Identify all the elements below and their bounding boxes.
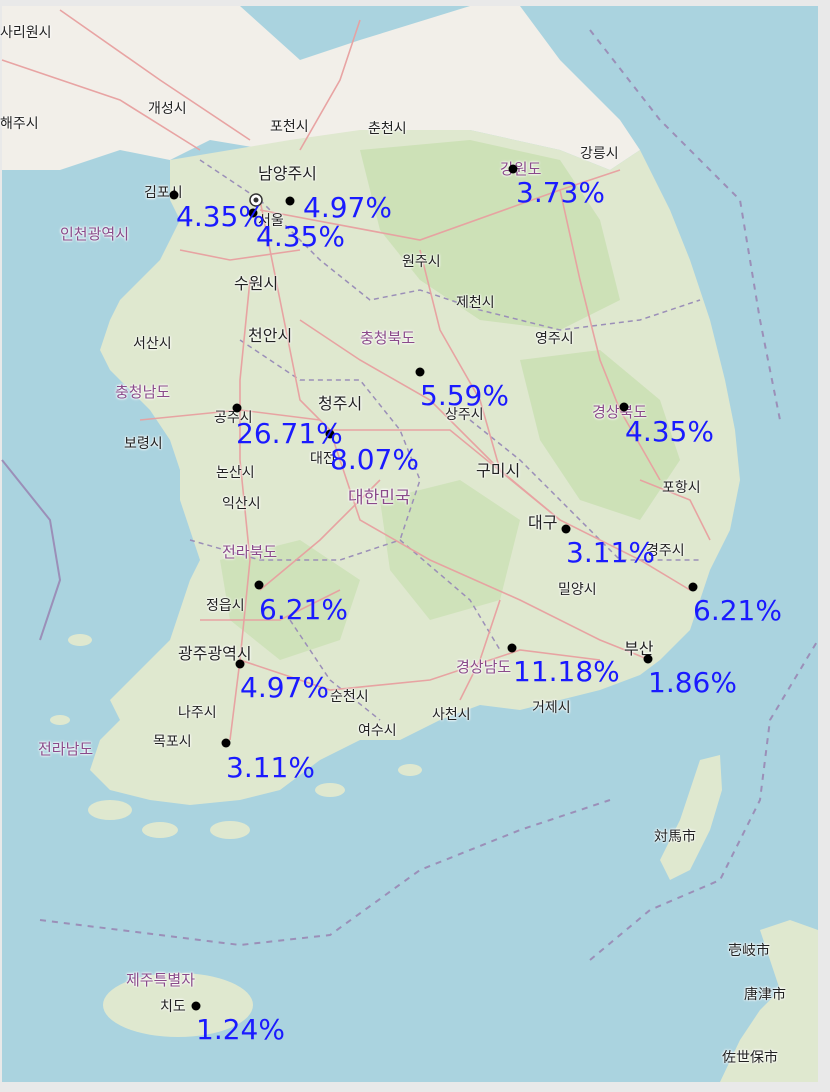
marker-dot[interactable] [688,582,698,592]
marker-dot[interactable] [619,402,629,412]
place-label-boryeong: 보령시 [124,436,163,452]
place-label-pohang: 포항시 [662,480,701,496]
place-label-chuncheon: 춘천시 [368,121,407,137]
place-label-namyangju: 남양주시 [258,164,317,183]
marker-dot[interactable] [285,196,295,206]
place-label-sariwon: 사리원시 [0,25,52,41]
place-label-sacheon: 사천시 [432,707,471,723]
place-label-geoje: 거제시 [532,700,571,716]
place-label-iki: 壱岐市 [728,943,770,959]
percent-label-gongju: 26.71% [236,417,343,450]
place-label-jeongeup: 정읍시 [206,598,245,614]
place-label-seosan: 서산시 [133,336,172,352]
place-label-suncheon: 순천시 [330,689,369,705]
place-label-yeongju: 영주시 [535,331,574,347]
place-label-miryang: 밀양시 [558,582,597,598]
place-label-pocheon: 포천시 [270,119,309,135]
place-label-sasebo: 佐世保市 [722,1050,778,1066]
place-label-seoul: 서울 [258,213,284,229]
percent-label-ulsan: 6.21% [693,594,782,627]
jeju-island [103,973,253,1037]
percent-label-daejeon: 8.07% [330,443,419,476]
marker-dot[interactable] [643,654,653,664]
place-label-gongju: 공주시 [214,410,253,426]
place-label-nonsan: 논산시 [216,465,255,481]
place-label-jecheon: 제천시 [456,295,495,311]
percent-label-gyeongnam: 11.18% [513,655,620,688]
place-label-jeju-line2: 치도 [160,999,186,1015]
percent-label-chungbuk: 5.59% [420,379,509,412]
place-label-daegu: 대구 [528,513,558,532]
place-label-jeju-line1: 제주특별자 [126,971,196,989]
percent-label-daegu: 3.11% [566,536,655,569]
place-label-incheon: 인천광역시 [60,225,130,243]
place-label-cheongju: 청주시 [318,394,363,413]
place-label-chungbuk: 충청북도 [360,329,416,347]
place-label-naju: 나주시 [178,705,217,721]
place-label-gyeongbuk: 경상북도 [592,403,648,421]
place-label-haeju: 해주시 [0,116,39,132]
north-land [2,6,640,170]
place-label-gyeongju: 경주시 [646,543,685,559]
marker-dot[interactable] [415,367,425,377]
marker-dot[interactable] [235,659,245,669]
place-label-sangju: 상주시 [445,407,484,423]
percent-label-gyeongbuk: 4.35% [625,415,714,448]
place-label-karatsu: 唐津市 [744,987,786,1003]
place-label-kaesong: 개성시 [148,101,187,117]
place-label-korea: 대한민국 [348,488,411,508]
place-label-gangneung: 강릉시 [580,146,619,162]
place-label-gwangju: 광주광역시 [178,644,252,663]
percent-label-gwangju: 4.97% [240,671,329,704]
marker-dot[interactable] [191,1001,201,1011]
marker-dot[interactable] [248,208,258,218]
place-label-busan: 부산 [624,639,654,658]
marker-dot[interactable] [507,643,517,653]
percent-label-seoul: 4.35% [256,220,345,253]
place-label-tsushima: 対馬市 [654,829,696,845]
capital-marker-icon [249,193,263,207]
percent-label-jeju: 1.24% [196,1013,285,1046]
marker-dot[interactable] [325,429,335,439]
marker-dot[interactable] [232,403,242,413]
place-label-chungnam: 충청남도 [115,383,171,401]
place-label-mokpo: 목포시 [153,734,192,750]
percent-label-jeongeup: 6.21% [259,593,348,626]
percent-label-namyangju: 4.97% [303,191,392,224]
marker-dot[interactable] [254,580,264,590]
kyushu-land [720,920,818,1082]
marker-dot[interactable] [221,738,231,748]
place-label-gyeongnam: 경상남도 [456,658,512,676]
percent-label-gangwon: 3.73% [516,176,605,209]
marker-dot[interactable] [508,164,518,174]
place-label-wonju: 원주시 [402,254,441,270]
place-label-jeonnam: 전라남도 [38,740,94,758]
marker-dot[interactable] [169,190,179,200]
place-label-iksan: 익산시 [222,496,261,512]
percent-label-mokpo: 3.11% [226,751,315,784]
tsushima-island [660,755,722,880]
place-label-daejeon: 대전 [310,451,336,467]
marker-dot[interactable] [561,524,571,534]
place-label-cheonan: 천안시 [248,326,293,345]
place-label-gumi: 구미시 [476,461,521,480]
place-label-suwon: 수원시 [234,274,279,293]
place-label-yeosu: 여수시 [358,723,397,739]
percent-label-busan: 1.86% [648,666,737,699]
place-label-jeonbuk: 전라북도 [222,543,278,561]
percent-label-gimpo: 4.35% [176,200,265,233]
